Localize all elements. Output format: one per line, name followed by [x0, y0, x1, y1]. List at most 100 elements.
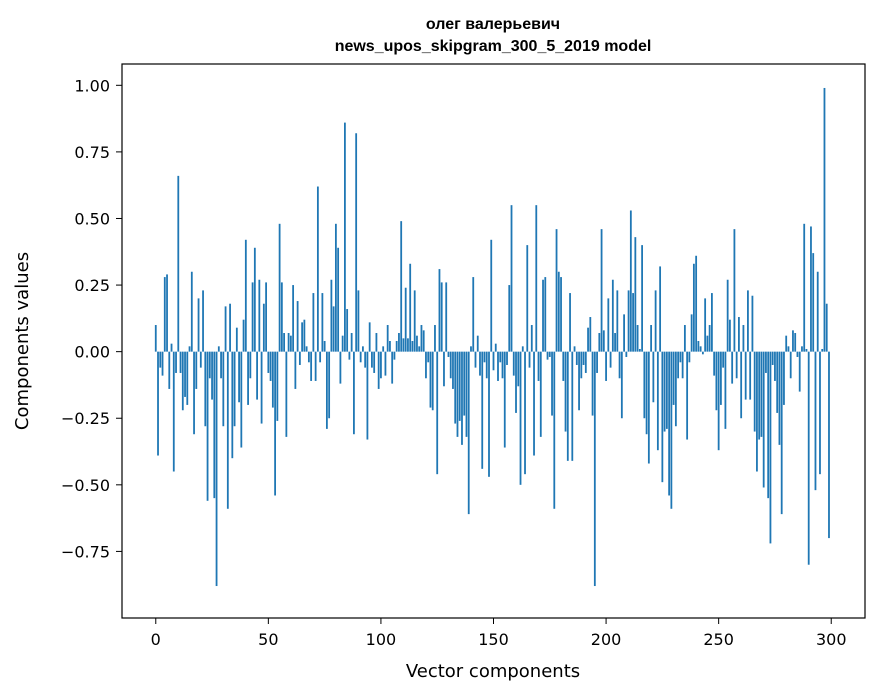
- bar-279: [783, 351, 785, 405]
- bar-12: [181, 351, 184, 411]
- bar-200: [605, 351, 607, 381]
- y-tick-label: −0.75: [61, 542, 110, 561]
- bar-216: [641, 245, 643, 352]
- bar-172: [542, 279, 544, 352]
- bar-14: [186, 351, 189, 405]
- bar-140: [470, 346, 472, 352]
- bar-35: [233, 351, 236, 427]
- bar-281: [787, 346, 790, 352]
- bar-289: [805, 348, 808, 352]
- bar-98: [375, 333, 378, 352]
- bar-61: [292, 285, 295, 352]
- y-tick-label: 0.00: [74, 343, 110, 362]
- bar-44: [253, 247, 256, 352]
- bar-111: [404, 287, 407, 352]
- bar-291: [810, 226, 812, 352]
- bar-206: [618, 351, 621, 379]
- bar-296: [821, 348, 824, 352]
- bar-150: [492, 351, 495, 371]
- bar-2: [159, 351, 162, 368]
- bar-50: [267, 351, 270, 373]
- bar-218: [645, 351, 648, 435]
- bar-38: [240, 351, 243, 448]
- bar-74: [321, 293, 324, 352]
- bar-51: [269, 351, 272, 381]
- bar-247: [711, 293, 713, 352]
- bar-244: [704, 298, 707, 352]
- bar-28: [217, 346, 220, 352]
- bar-110: [402, 338, 405, 352]
- bar-153: [499, 351, 502, 363]
- bar-276: [776, 351, 779, 413]
- bar-277: [778, 351, 781, 445]
- bar-246: [708, 325, 711, 352]
- bar-34: [231, 351, 234, 459]
- bar-52: [271, 351, 274, 408]
- bar-273: [769, 351, 772, 544]
- bar-160: [515, 351, 517, 413]
- bar-88: [353, 351, 355, 435]
- bar-33: [229, 303, 231, 352]
- bar-112: [407, 338, 409, 352]
- bar-250: [717, 351, 720, 451]
- bar-4: [163, 277, 166, 352]
- bar-238: [690, 314, 693, 352]
- bar-227: [665, 351, 668, 429]
- y-tick-label: 0.50: [74, 209, 110, 228]
- bar-280: [785, 335, 788, 352]
- bar-173: [544, 277, 547, 352]
- bar-46: [258, 279, 261, 352]
- bar-208: [623, 314, 625, 352]
- bar-224: [659, 266, 662, 352]
- bar-135: [458, 351, 461, 421]
- bar-66: [303, 319, 306, 352]
- bar-123: [431, 351, 434, 411]
- x-tick-label: 300: [816, 630, 847, 649]
- bar-23: [206, 351, 209, 501]
- y-tick-label: 0.75: [74, 143, 110, 162]
- bar-36: [235, 327, 238, 352]
- x-tick-label: 150: [478, 630, 509, 649]
- bar-106: [393, 351, 396, 360]
- bar-230: [672, 351, 675, 405]
- chart-title: олег валерьевич: [426, 16, 560, 33]
- bar-284: [794, 333, 797, 352]
- bar-6: [168, 351, 171, 389]
- bar-125: [436, 351, 439, 475]
- bar-194: [591, 351, 594, 416]
- bar-5: [166, 274, 168, 352]
- bar-228: [668, 351, 671, 496]
- bar-32: [226, 351, 229, 509]
- bar-122: [429, 351, 432, 408]
- bar-204: [614, 333, 616, 352]
- bar-68: [307, 351, 310, 363]
- bar-49: [265, 282, 267, 352]
- bar-72: [316, 186, 319, 352]
- bar-187: [575, 351, 578, 365]
- bar-99: [377, 351, 380, 389]
- bar-292: [812, 253, 815, 352]
- bar-231: [674, 351, 677, 427]
- bar-163: [521, 346, 524, 352]
- bar-39: [242, 319, 245, 352]
- bar-116: [416, 335, 418, 352]
- bar-130: [447, 351, 450, 357]
- bar-9: [175, 351, 177, 373]
- bar-42: [249, 351, 252, 379]
- bar-31: [224, 306, 227, 352]
- bar-37: [238, 351, 240, 403]
- bar-166: [528, 351, 531, 368]
- bar-185: [571, 351, 574, 461]
- bar-117: [418, 346, 421, 352]
- bar-158: [510, 205, 513, 352]
- bar-179: [557, 271, 560, 352]
- bar-162: [519, 351, 522, 485]
- bar-171: [539, 351, 542, 437]
- bar-147: [485, 351, 488, 379]
- bar-249: [715, 351, 718, 411]
- bar-13: [184, 351, 186, 397]
- bar-93: [364, 351, 367, 368]
- bar-176: [551, 351, 553, 416]
- bar-260: [740, 351, 743, 419]
